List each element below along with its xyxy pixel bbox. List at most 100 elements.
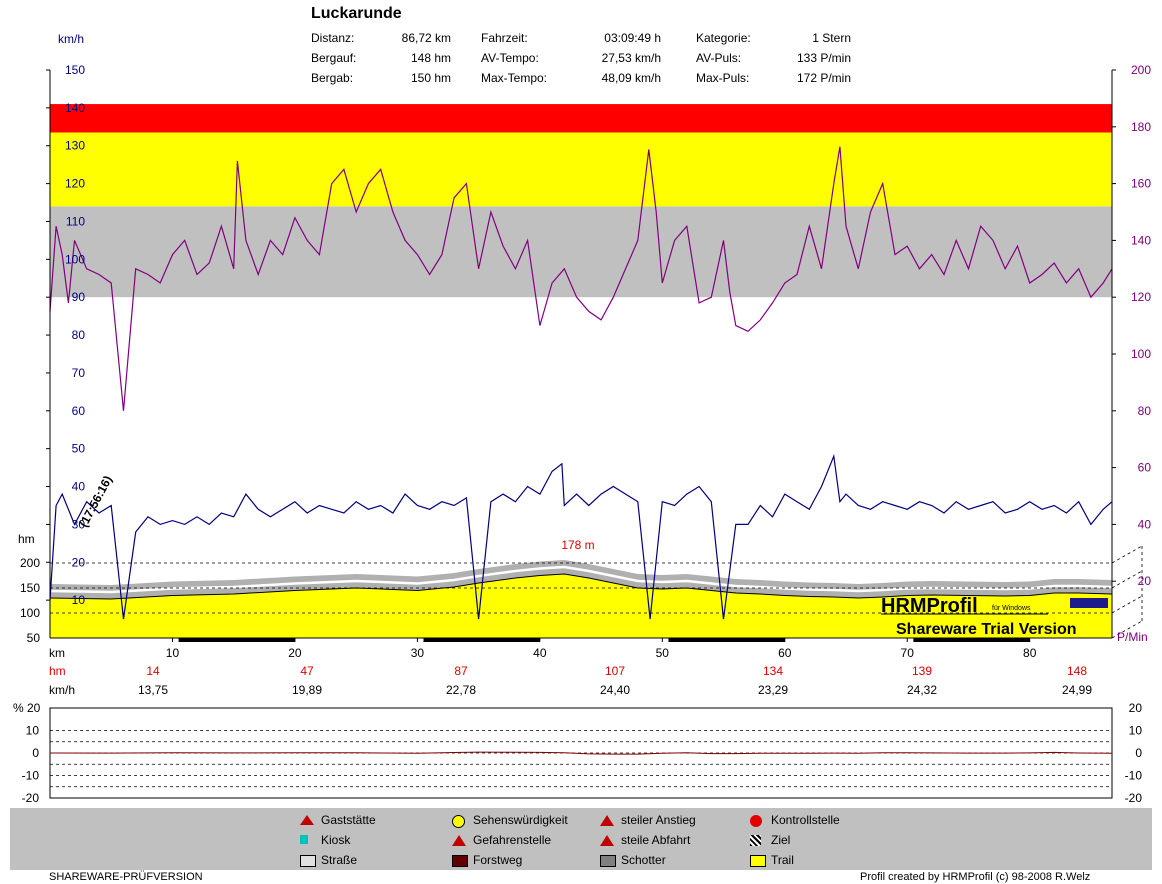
stat-label: Bergab: (311, 71, 354, 85)
legend-item-label: Gaststätte (321, 813, 376, 827)
grade-line (49, 751, 1113, 755)
grade-left-tick-label: 10 (26, 724, 40, 738)
right-tick-label: 180 (1131, 120, 1151, 134)
km-segment (668, 638, 785, 642)
km-segment (423, 638, 540, 642)
stat-label: Distanz: (311, 31, 355, 45)
grade-right-tick-label: -10 (1125, 769, 1143, 783)
left-tick-label: 130 (65, 139, 85, 153)
grade-right-tick-label: 10 (1129, 724, 1143, 738)
left-tick-label: 60 (72, 404, 86, 418)
grade-left-tick-label: -10 (22, 769, 40, 783)
right-tick-label: 200 (1131, 63, 1151, 77)
grade-left-tick-label: -20 (22, 791, 40, 805)
legend-item-label: steiler Anstieg (621, 813, 696, 827)
hm-tick-label: 150 (20, 581, 40, 595)
footer-left: SHAREWARE-PRÜFVERSION (49, 871, 203, 883)
forest-road-icon (452, 855, 468, 867)
stat-label: Max-Tempo: (481, 71, 548, 85)
heart-rate-line (49, 146, 1113, 411)
speed-fill-block (1070, 598, 1108, 608)
gravel-icon (600, 855, 616, 867)
finish-flag-icon (750, 835, 761, 846)
legend-item-label: Kiosk (321, 833, 351, 847)
km-tick-label: 80 (1023, 646, 1037, 660)
legend-item-label: Trail (771, 853, 794, 867)
grade-left-tick-label: 0 (32, 746, 39, 760)
speed-row-value: 22,78 (446, 683, 476, 697)
hm-row-value: 139 (912, 664, 932, 678)
chart-title: Luckarunde (311, 5, 402, 22)
left-tick-label: 50 (72, 442, 86, 456)
grade-unit-label: % 20 (13, 701, 41, 715)
hr-zone-band (50, 206, 1112, 298)
stat-value: 86,72 km (401, 31, 451, 45)
left-tick-label: 20 (72, 555, 86, 569)
road-icon (300, 855, 316, 867)
right-tick-label: 140 (1131, 233, 1151, 247)
legend-item-label: Forstweg (473, 853, 523, 867)
hr-zone-band (50, 104, 1112, 133)
right-tick-label: 60 (1138, 461, 1152, 475)
km-tick-label: 10 (166, 646, 180, 660)
right-tick-label: 100 (1131, 347, 1151, 361)
left-tick-label: 140 (65, 101, 85, 115)
right-tick-label: 160 (1131, 177, 1151, 191)
hm-row-value: 107 (605, 664, 625, 678)
stat-value: 150 hm (410, 71, 451, 85)
legend-item-label: Kontrollstelle (771, 813, 840, 827)
stat-value: 172 P/min (796, 71, 851, 85)
legend-item-label: steile Abfahrt (621, 833, 691, 847)
km-tick-label: 50 (656, 646, 670, 660)
legend-item-label: Sehenswürdigkeit (473, 813, 568, 827)
steep-down-icon (600, 835, 614, 846)
left-unit-label: km/h (58, 32, 84, 46)
left-tick-label: 10 (72, 593, 86, 607)
speed-line (49, 453, 1113, 620)
grade-right-tick-label: -20 (1125, 791, 1143, 805)
hm-row-value: 47 (300, 664, 314, 678)
trail-icon (750, 855, 766, 867)
stat-value: 1 Stern (812, 31, 851, 45)
cup-icon (300, 835, 308, 844)
stat-value: 148 hm (410, 51, 451, 65)
right-unit-label: P/Min (1117, 630, 1148, 644)
left-tick-label: 80 (72, 328, 86, 342)
right-tick-label: 80 (1138, 404, 1152, 418)
trial-label: Shareware Trial Version (896, 621, 1077, 638)
speed-row-value: 24,99 (1062, 683, 1092, 697)
km-tick-label: 40 (533, 646, 547, 660)
left-tick-label: 30 (72, 517, 86, 531)
stat-value: 48,09 km/h (601, 71, 661, 85)
left-tick-label: 110 (66, 214, 85, 228)
stat-value: 03:09:49 h (604, 31, 661, 45)
right-tick-label: 20 (1138, 574, 1152, 588)
smiley-icon (452, 815, 465, 828)
stat-label: Max-Puls: (696, 71, 750, 85)
speed-row-label: km/h (49, 683, 75, 697)
hm-tick-label: 100 (20, 606, 40, 620)
brand-sub-label: für Windows (992, 605, 1031, 612)
left-tick-label: 40 (72, 480, 86, 494)
speed-row-value: 24,40 (600, 683, 630, 697)
left-tick-label: 150 (65, 63, 85, 77)
stat-label: AV-Tempo: (481, 51, 539, 65)
hm-row-value: 148 (1067, 664, 1087, 678)
left-tick-label: 100 (65, 252, 85, 266)
speed-row-value: 19,89 (292, 683, 322, 697)
hm-row-value: 87 (454, 664, 468, 678)
km-tick-label: 20 (288, 646, 302, 660)
brand-label: HRMProfil (881, 595, 978, 617)
hr-zone-band (50, 132, 1112, 207)
hm-row-value: 134 (763, 664, 783, 678)
km-unit-label: km (49, 646, 65, 660)
stat-label: Bergauf: (311, 51, 357, 65)
max-altitude-label: 178 m (561, 538, 594, 552)
km-tick-label: 30 (411, 646, 425, 660)
grade-right-tick-label: 0 (1135, 746, 1142, 760)
stat-label: AV-Puls: (696, 51, 742, 65)
km-segment (913, 638, 1030, 642)
house-icon (300, 815, 314, 825)
km-segment (178, 638, 295, 642)
legend-item-label: Gefahrenstelle (473, 833, 552, 847)
